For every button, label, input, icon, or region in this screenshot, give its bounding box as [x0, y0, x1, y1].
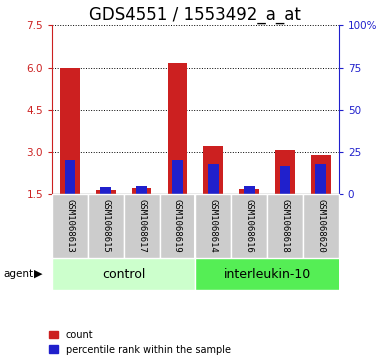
Bar — [88, 194, 124, 258]
Bar — [231, 194, 267, 258]
Bar — [275, 150, 295, 194]
Text: GSM1068613: GSM1068613 — [65, 199, 74, 253]
Text: GSM1068618: GSM1068618 — [281, 199, 290, 253]
Text: GSM1068614: GSM1068614 — [209, 199, 218, 253]
Bar — [136, 186, 147, 194]
Text: GSM1068620: GSM1068620 — [316, 199, 325, 253]
Bar — [124, 194, 159, 258]
Legend: count, percentile rank within the sample: count, percentile rank within the sample — [49, 330, 231, 355]
Text: agent: agent — [4, 269, 34, 279]
Bar — [203, 146, 223, 194]
Bar — [100, 187, 111, 194]
Bar — [315, 164, 326, 194]
Bar — [172, 160, 183, 194]
Text: GSM1068616: GSM1068616 — [244, 199, 254, 253]
Text: interleukin-10: interleukin-10 — [223, 268, 311, 281]
Bar — [267, 194, 303, 258]
Text: GSM1068619: GSM1068619 — [173, 199, 182, 253]
Text: ▶: ▶ — [34, 269, 43, 279]
Bar — [65, 160, 75, 194]
Bar — [244, 186, 254, 194]
Bar — [52, 258, 195, 290]
Bar — [280, 166, 290, 194]
Text: GSM1068617: GSM1068617 — [137, 199, 146, 253]
Bar — [303, 194, 339, 258]
Bar — [195, 258, 357, 290]
Bar — [96, 190, 115, 194]
Bar — [195, 194, 231, 258]
Bar — [208, 164, 219, 194]
Text: control: control — [102, 268, 146, 281]
Bar — [167, 64, 187, 194]
Bar — [132, 188, 151, 194]
Bar — [239, 189, 259, 194]
Bar — [60, 69, 80, 194]
Bar — [52, 194, 88, 258]
Bar — [311, 155, 331, 194]
Bar — [159, 194, 196, 258]
Text: GSM1068615: GSM1068615 — [101, 199, 110, 253]
Title: GDS4551 / 1553492_a_at: GDS4551 / 1553492_a_at — [89, 6, 301, 24]
